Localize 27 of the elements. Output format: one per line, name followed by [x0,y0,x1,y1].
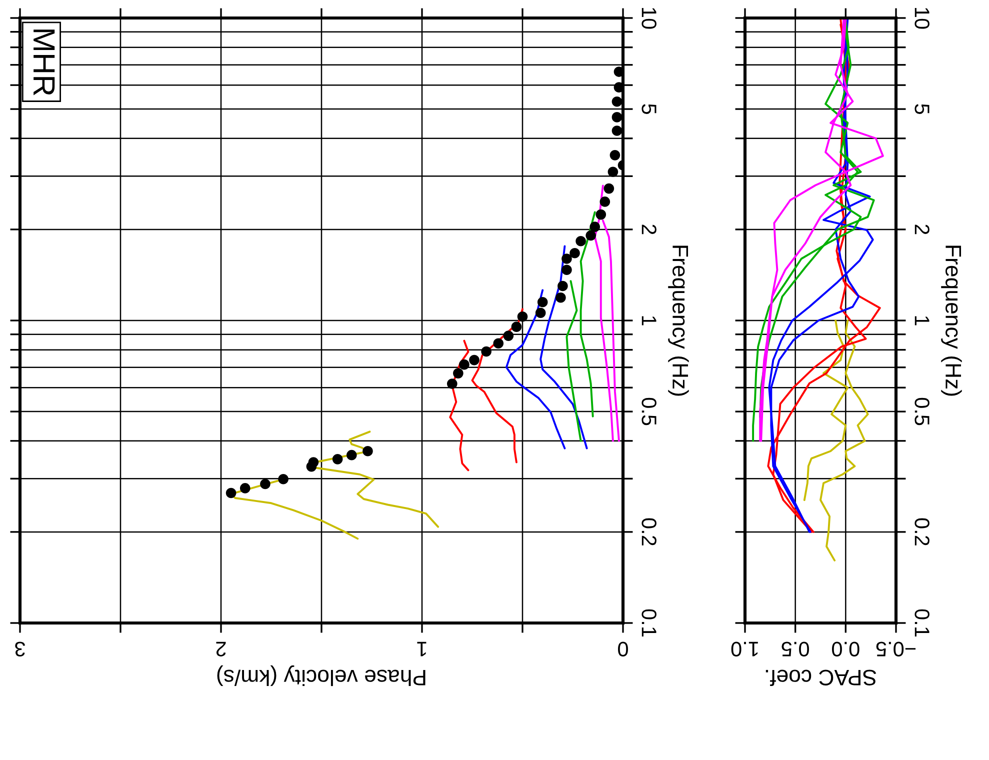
x-tick-label: 1 [417,642,426,656]
x-tick-label: 0.5 [782,642,809,656]
y-tick-label: 10 [914,8,930,29]
y-tick-label: 0.1 [642,609,656,636]
y-tick-label: 5 [914,104,930,114]
y-tick-label: 0.1 [914,609,930,636]
x-tick-label: −0.5 [876,642,916,656]
x-tick-label: 0.0 [832,642,860,656]
y-axis-title: Frequency (Hz) [941,246,962,396]
x-tick-label: 0 [618,642,628,656]
x-tick-label: 2 [216,642,226,656]
y-tick-label: 0.2 [914,518,930,546]
y-tick-label: 0.5 [914,398,930,426]
y-tick-label: 1 [914,316,930,326]
y-tick-label: 10 [642,8,656,29]
y-tick-label: 5 [642,104,656,114]
y-tick-label: 1 [642,316,656,326]
y-axis-title: Frequency (Hz) [668,246,689,396]
y-tick-label: 2 [642,224,656,234]
y-tick-label: 0.5 [642,398,656,426]
x-axis-title: SPAC coef. [766,670,876,686]
y-tick-label: 0.2 [642,518,656,546]
x-tick-label: 1.0 [731,642,758,656]
x-axis-title: Phase velocity (km/s) [217,665,426,686]
annotation: MHR [34,30,55,96]
x-tick-label: 3 [15,642,25,656]
y-tick-label: 2 [914,224,930,234]
